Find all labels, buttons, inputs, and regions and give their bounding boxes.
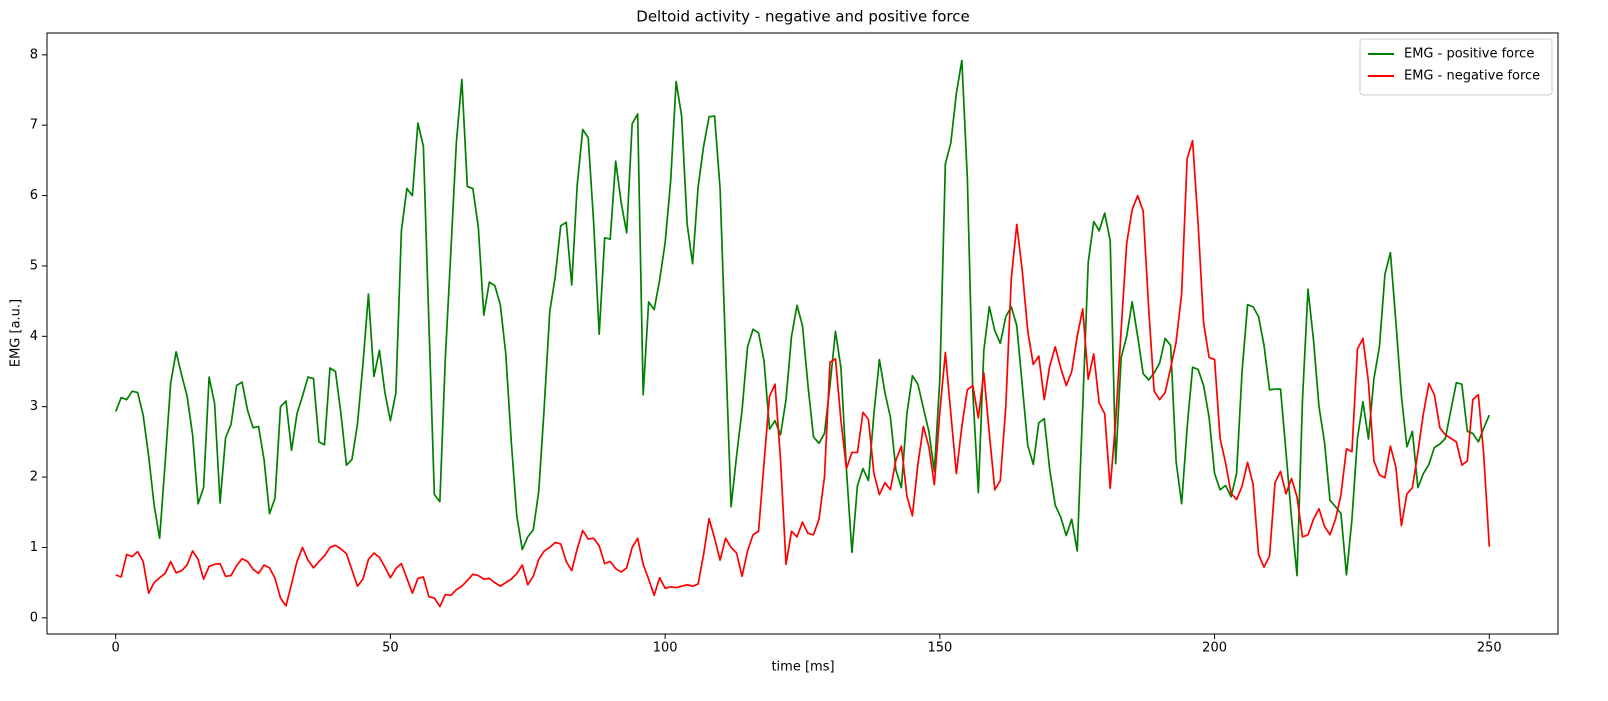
x-tick-label: 150 (927, 641, 952, 656)
x-tick-label: 200 (1202, 641, 1227, 656)
y-tick-label: 6 (30, 188, 38, 203)
legend-label: EMG - negative force (1404, 69, 1540, 84)
y-tick-label: 5 (30, 258, 38, 273)
legend-box (1359, 38, 1553, 96)
y-tick-label: 2 (30, 470, 38, 485)
series-line (114, 59, 1491, 577)
legend-label: EMG - positive force (1404, 47, 1534, 62)
series-line (115, 139, 1491, 608)
x-tick-label: 100 (653, 641, 678, 656)
x-tick-label: 0 (112, 641, 120, 656)
y-tick-label: 1 (30, 540, 38, 555)
y-axis-label: EMG [a.u.] (9, 299, 24, 367)
chart-title: Deltoid activity - negative and positive… (636, 8, 969, 26)
legend: EMG - positive force EMG - negative force (1359, 38, 1553, 96)
x-tick-label: 50 (382, 641, 399, 656)
y-tick-label: 7 (30, 118, 38, 133)
plot-frame (46, 32, 1559, 635)
y-tick-label: 4 (30, 329, 38, 344)
x-tick-label: 250 (1477, 641, 1502, 656)
x-axis-label: time [ms] (771, 660, 834, 675)
y-tick-label: 3 (30, 399, 38, 414)
y-tick-label: 8 (30, 47, 38, 62)
y-tick-label: 0 (30, 610, 38, 625)
